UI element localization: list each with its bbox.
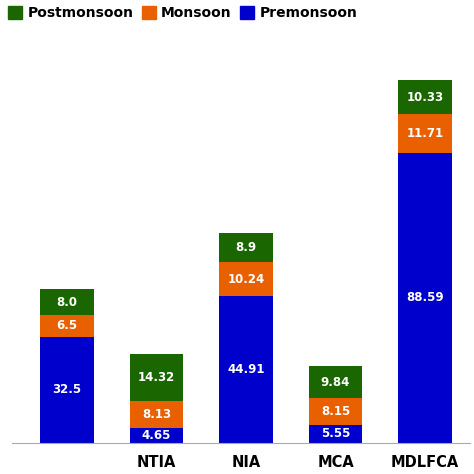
Text: 8.9: 8.9 <box>236 241 256 254</box>
Text: 14.32: 14.32 <box>138 371 175 384</box>
Bar <box>398 153 452 443</box>
Text: 4.65: 4.65 <box>142 429 171 442</box>
Bar <box>309 425 363 443</box>
Bar <box>309 398 363 425</box>
Text: 8.15: 8.15 <box>321 405 350 418</box>
Bar <box>40 337 94 443</box>
Bar <box>130 428 183 443</box>
Bar <box>219 296 273 443</box>
Text: 5.55: 5.55 <box>321 428 350 440</box>
Text: 10.24: 10.24 <box>228 273 264 285</box>
Bar <box>219 233 273 262</box>
Bar <box>130 354 183 401</box>
Legend: Postmonsoon, Monsoon, Premonsoon: Postmonsoon, Monsoon, Premonsoon <box>2 0 363 26</box>
Text: 88.59: 88.59 <box>406 292 444 304</box>
Text: 8.0: 8.0 <box>56 296 78 309</box>
Bar <box>40 315 94 337</box>
Text: 44.91: 44.91 <box>228 363 265 376</box>
Bar <box>40 289 94 315</box>
Text: 10.33: 10.33 <box>407 91 444 104</box>
Text: 32.5: 32.5 <box>53 383 82 396</box>
Text: 9.84: 9.84 <box>321 375 350 389</box>
Text: 8.13: 8.13 <box>142 408 171 421</box>
Bar <box>130 401 183 428</box>
Bar <box>398 81 452 114</box>
Text: 6.5: 6.5 <box>56 319 78 332</box>
Text: 11.71: 11.71 <box>407 127 444 140</box>
Bar <box>219 262 273 296</box>
Bar <box>398 114 452 153</box>
Bar <box>309 366 363 398</box>
